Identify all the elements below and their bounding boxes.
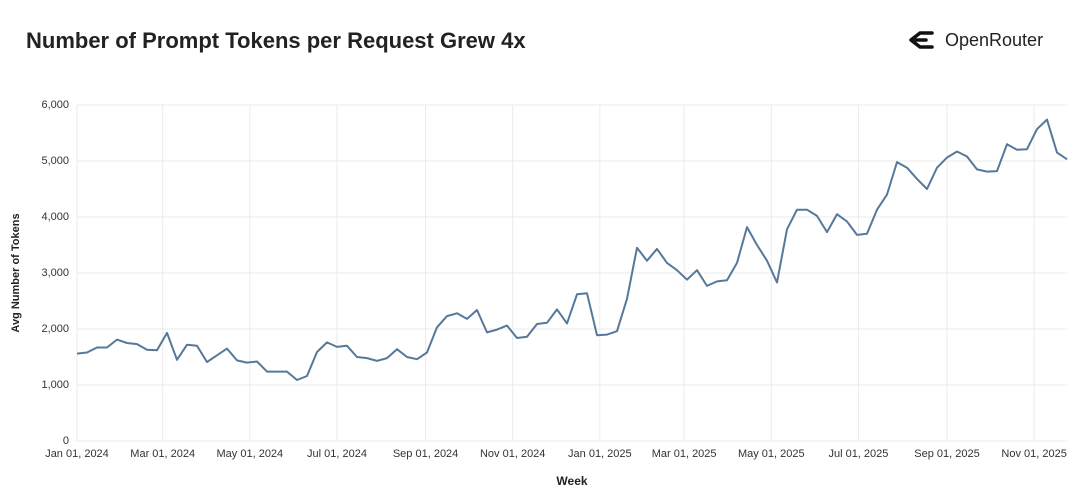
- x-tick-label: Mar 01, 2025: [652, 448, 717, 460]
- x-tick-label: Jul 01, 2024: [307, 448, 367, 460]
- brand-logo: [909, 31, 934, 49]
- x-tick-label: Mar 01, 2024: [130, 448, 195, 460]
- y-tick-label: 0: [63, 435, 69, 447]
- x-tick-label: Jan 01, 2024: [45, 448, 109, 460]
- x-tick-label: Sep 01, 2025: [914, 448, 979, 460]
- x-tick-label: May 01, 2024: [217, 448, 284, 460]
- chart-title: Number of Prompt Tokens per Request Grew…: [26, 28, 526, 53]
- x-tick-label: Nov 01, 2024: [480, 448, 545, 460]
- y-axis-label: Avg Number of Tokens: [10, 213, 22, 332]
- x-axis-label: Week: [556, 474, 587, 488]
- y-tick-label: 6,000: [41, 99, 69, 111]
- y-tick-label: 3,000: [41, 267, 69, 279]
- x-tick-label: May 01, 2025: [738, 448, 805, 460]
- x-tick-label: Jul 01, 2025: [828, 448, 888, 460]
- grid: [76, 104, 1067, 442]
- x-tick-label: Nov 01, 2025: [1001, 448, 1066, 460]
- y-tick-label: 5,000: [41, 155, 69, 167]
- y-tick-label: 1,000: [41, 379, 69, 391]
- brand-name: OpenRouter: [945, 30, 1043, 50]
- y-tick-label: 4,000: [41, 211, 69, 223]
- y-tick-label: 2,000: [41, 323, 69, 335]
- x-tick-label: Jan 01, 2025: [568, 448, 632, 460]
- data-line: [76, 118, 1068, 381]
- x-tick-label: Sep 01, 2024: [393, 448, 458, 460]
